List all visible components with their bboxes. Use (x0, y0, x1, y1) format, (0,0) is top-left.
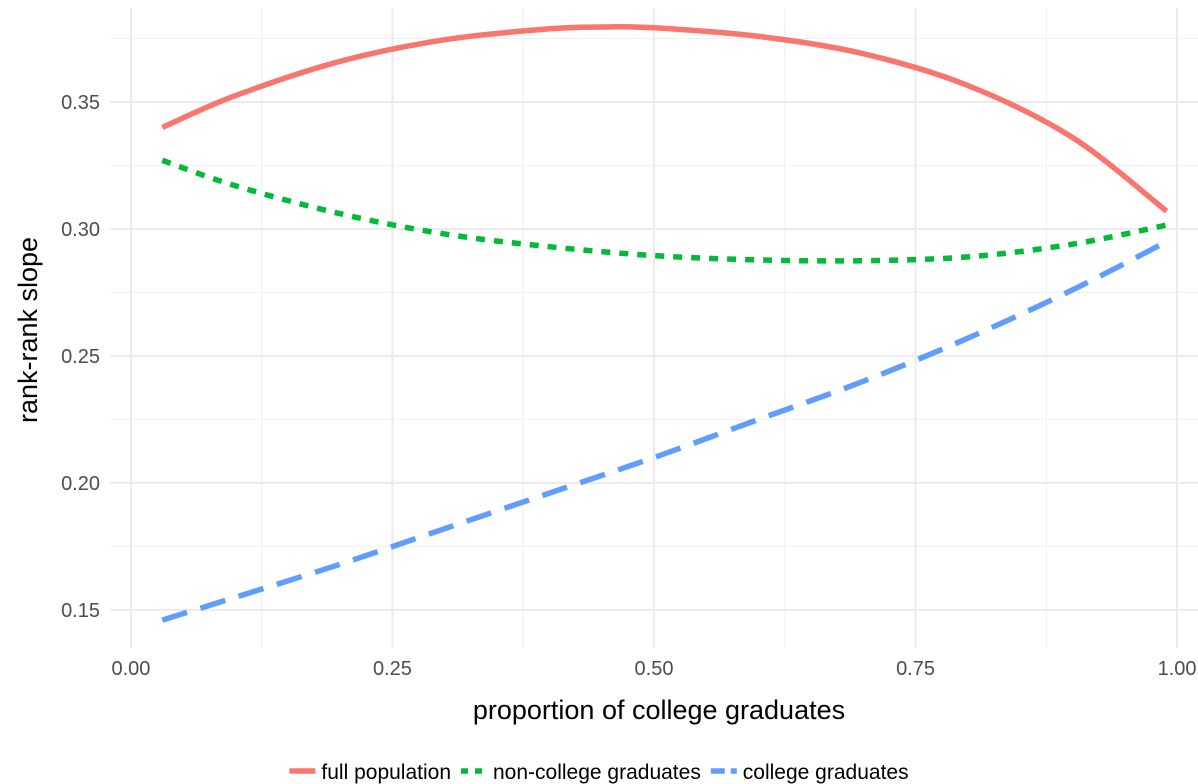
y-tick-label: 0.25 (61, 346, 100, 368)
series-layer (161, 24, 1169, 623)
series-line-non-college-graduates (161, 157, 1168, 264)
x-axis-title: proportion of college graduates (473, 695, 845, 725)
y-tick-label: 0.20 (61, 473, 100, 495)
legend-item-college-graduates: college graduates (710, 761, 909, 784)
legend-item-non-college-graduates: non-college graduates (461, 761, 701, 784)
series-line-full-population (161, 24, 1169, 214)
x-tick-label: 0.50 (635, 658, 674, 680)
legend-item-full-population: full population (289, 761, 451, 784)
x-tick-label: 1.00 (1158, 658, 1197, 680)
x-tick-labels: 0.00 0.25 0.50 0.75 1.00 (111, 658, 1196, 680)
series-line-college-graduates (161, 239, 1168, 623)
y-tick-label: 0.35 (61, 92, 100, 114)
legend-label: non-college graduates (493, 761, 701, 784)
legend: full population non-college graduates coll… (289, 761, 909, 784)
x-tick-label: 0.75 (896, 658, 935, 680)
legend-label: full population (321, 761, 451, 784)
grid-layer (110, 8, 1198, 648)
y-axis-title: rank-rank slope (13, 237, 43, 423)
x-tick-label: 0.00 (111, 658, 150, 680)
y-tick-label: 0.15 (61, 600, 100, 622)
legend-label: college graduates (743, 761, 909, 784)
y-tick-label: 0.30 (61, 219, 100, 241)
y-tick-labels: 0.15 0.20 0.25 0.30 0.35 (61, 92, 100, 622)
x-tick-label: 0.25 (373, 658, 412, 680)
